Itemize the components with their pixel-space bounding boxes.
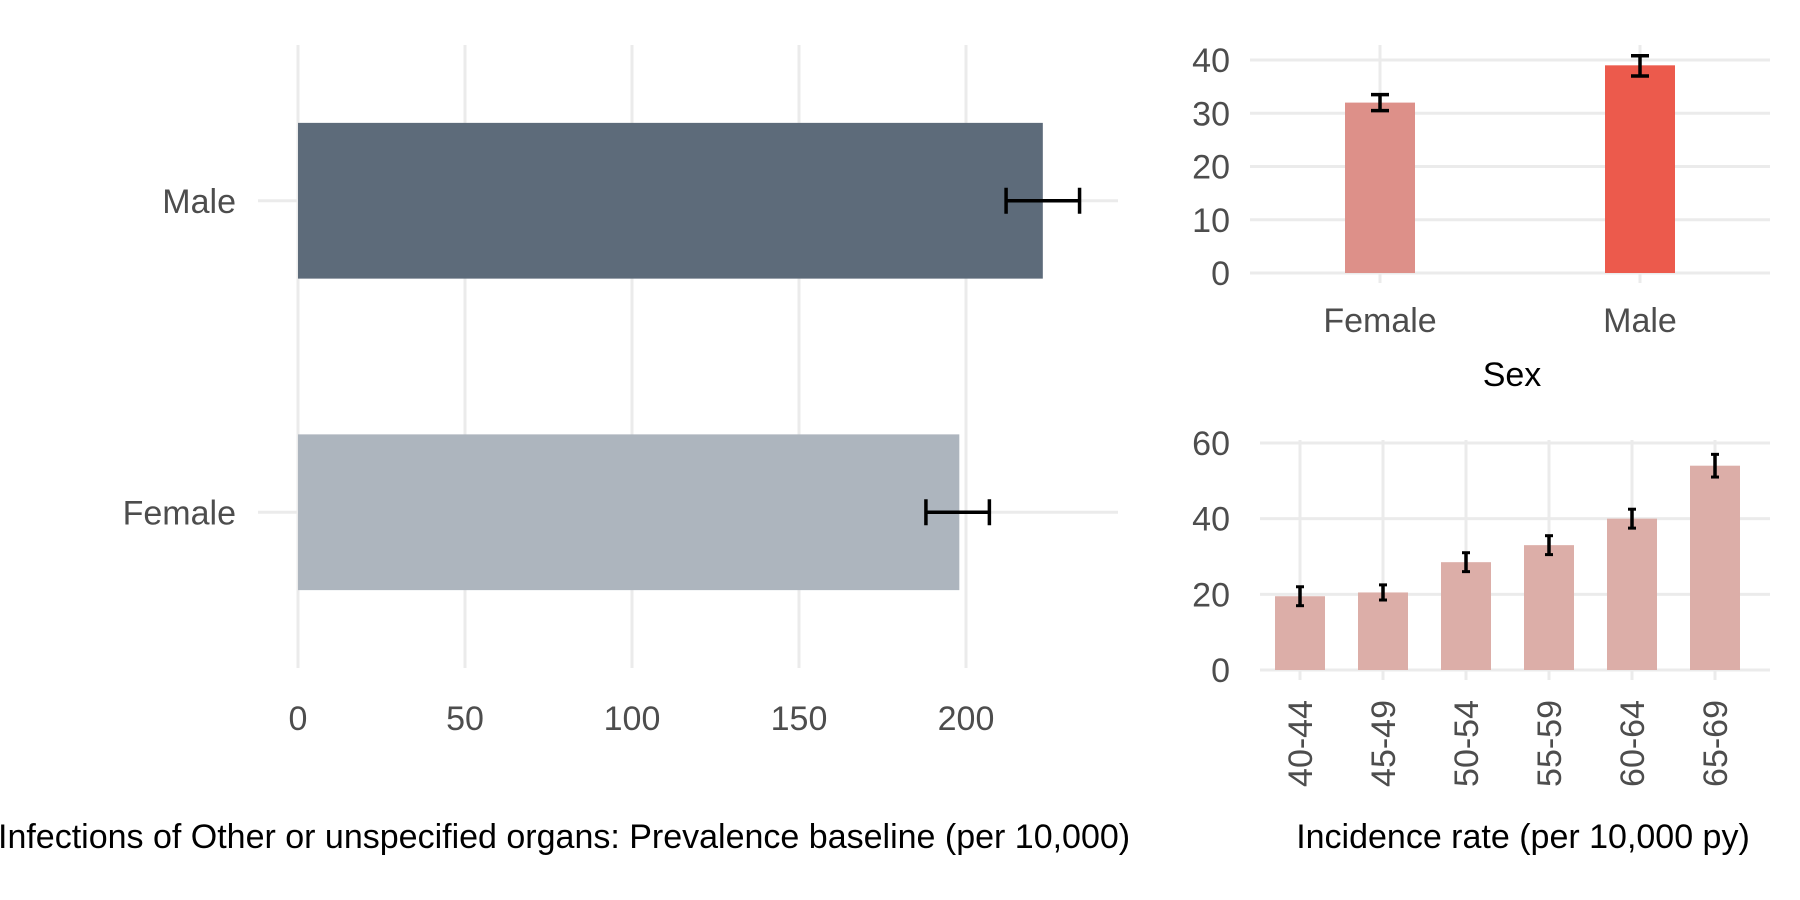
- sex-bar-male: [1605, 65, 1675, 273]
- sex-x-axis-title: Sex: [1483, 356, 1542, 394]
- sex-y-tick-0: 0: [1211, 255, 1230, 293]
- sex-y-tick-30: 30: [1192, 95, 1230, 133]
- sex-x-tick-male: Male: [1603, 302, 1677, 340]
- age-bar-45-49: [1358, 592, 1408, 670]
- prevalence-x-tick-200: 200: [938, 700, 995, 738]
- age-x-tick-60-64: 60-64: [1614, 700, 1652, 787]
- age-bar-50-54: [1441, 562, 1491, 670]
- age-x-tick-40-44: 40-44: [1282, 700, 1320, 787]
- prevalence-x-axis-title: Infections of Other or unspecified organ…: [0, 818, 1130, 856]
- prevalence-x-tick-150: 150: [771, 700, 828, 738]
- age-y-tick-0: 0: [1211, 652, 1230, 690]
- prevalence-y-tick-male: Male: [162, 183, 236, 221]
- prevalence-x-tick-50: 50: [446, 700, 484, 738]
- sex-y-tick-20: 20: [1192, 149, 1230, 187]
- age-bar-40-44: [1275, 596, 1325, 670]
- age-bar-55-59: [1524, 545, 1574, 670]
- age-y-tick-20: 20: [1192, 576, 1230, 614]
- sex-y-tick-10: 10: [1192, 202, 1230, 240]
- age-bar-65-69: [1690, 465, 1740, 670]
- prevalence-x-tick-0: 0: [289, 700, 308, 738]
- prevalence-bar-female: [298, 434, 960, 591]
- incidence-by-age-panel: 0 20 40 60 40-44 45-49 50-54 55-59 60-64 65-69: [1192, 425, 1770, 787]
- prevalence-panel: 0 50 100 150 200 Female Male: [123, 45, 1118, 738]
- sex-x-tick-female: Female: [1323, 302, 1436, 340]
- prevalence-y-tick-female: Female: [123, 494, 236, 532]
- age-x-tick-50-54: 50-54: [1448, 700, 1486, 787]
- prevalence-x-tick-100: 100: [604, 700, 661, 738]
- age-x-axis-title: Incidence rate (per 10,000 py): [1296, 818, 1750, 856]
- age-x-tick-55-59: 55-59: [1531, 700, 1569, 787]
- sex-y-tick-40: 40: [1192, 42, 1230, 80]
- prevalence-bar-male: [298, 122, 1043, 279]
- age-y-tick-40: 40: [1192, 501, 1230, 539]
- sex-bar-female: [1345, 102, 1415, 273]
- age-x-tick-65-69: 65-69: [1697, 700, 1735, 787]
- age-bar-60-64: [1607, 518, 1657, 670]
- age-x-tick-45-49: 45-49: [1365, 700, 1403, 787]
- incidence-by-sex-panel: 0 10 20 30 40 Female Male: [1192, 42, 1770, 340]
- age-y-tick-60: 60: [1192, 425, 1230, 463]
